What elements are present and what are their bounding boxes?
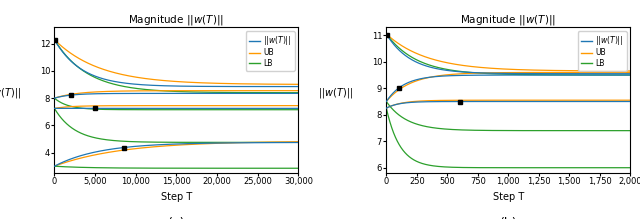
Title: Magnitude $||w(T)||$: Magnitude $||w(T)||$ [129,13,225,27]
Title: Magnitude $||w(T)||$: Magnitude $||w(T)||$ [460,13,556,27]
Y-axis label: $||w(T)||$: $||w(T)||$ [318,86,353,100]
X-axis label: Step T: Step T [161,192,192,202]
Legend: $||w(T)||$, UB, LB: $||w(T)||$, UB, LB [246,31,294,71]
Text: (a): (a) [168,217,185,219]
Y-axis label: $||w(T)||$: $||w(T)||$ [0,86,21,100]
X-axis label: Step T: Step T [493,192,524,202]
Legend: $||w(T)||$, UB, LB: $||w(T)||$, UB, LB [578,31,627,71]
Text: (b): (b) [500,217,517,219]
